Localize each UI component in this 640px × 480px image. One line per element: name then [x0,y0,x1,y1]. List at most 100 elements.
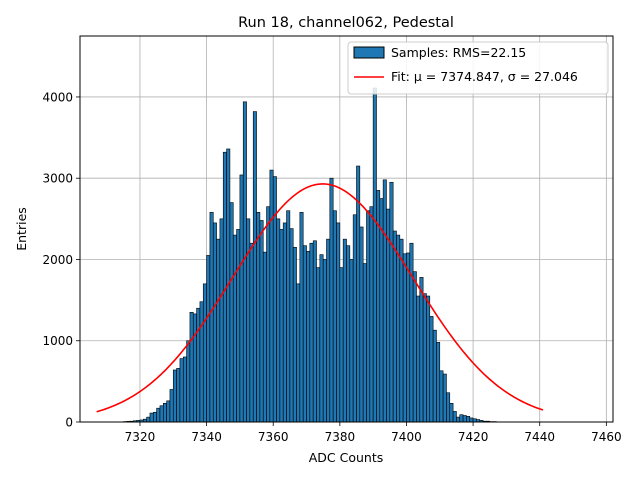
legend-label-fit: Fit: μ = 7374.847, σ = 27.046 [391,69,578,84]
histogram-bar [249,242,254,423]
histogram-bar [219,218,224,423]
histogram-bar [229,202,234,423]
histogram-bar [209,212,214,423]
histogram-bar [186,340,191,423]
histogram-bar [189,311,194,423]
legend: Samples: RMS=22.15 Fit: μ = 7374.847, σ … [347,41,609,95]
histogram-bar [439,370,444,423]
y-tick-label: 4000 [42,90,73,104]
x-tick-label: 7380 [325,430,356,444]
histogram-bar [452,411,457,423]
histogram-bar [446,392,451,423]
histogram-bar [212,222,217,423]
x-tick-label: 7400 [391,430,422,444]
histogram-bar [202,283,207,423]
histogram-bar [236,229,241,423]
histogram-bar [302,245,307,423]
histogram-bar [259,220,264,423]
histogram-bar [289,228,294,423]
histogram-bar [362,263,367,423]
histogram-bar [329,177,334,423]
y-tick-label: 2000 [42,253,73,267]
x-axis-ticks: 7320 7340 7360 7380 7400 7420 7440 7460 [125,422,622,444]
histogram-bar [206,255,211,423]
histogram-bar [416,295,421,423]
histogram-bar [199,301,204,423]
histogram-bar [369,206,374,423]
histogram-bar [246,218,251,423]
histogram-bar [346,245,351,423]
histogram-bar [349,259,354,423]
histogram-bar [306,251,311,423]
histogram-bar [196,307,201,423]
histogram-bar [432,329,437,423]
plot-frame [79,35,614,423]
y-tick-label: 3000 [42,172,73,186]
histogram-bar [436,342,441,423]
histogram-bar [429,316,434,423]
histogram-bar [256,212,261,423]
histogram-bar [469,417,474,423]
histogram-bar [292,246,297,423]
histogram-bar [462,415,467,423]
histogram-bar [232,234,237,423]
histogram-bar [149,412,154,423]
histogram-bar [326,238,331,423]
histogram-bar [442,373,447,423]
histogram-bar [399,238,404,423]
x-tick-label: 7420 [458,430,489,444]
histogram-bar [182,356,187,423]
histogram-bar [192,313,197,423]
histogram-bar [316,267,321,423]
histogram-bar [166,400,171,423]
histogram-bar [382,179,387,423]
histogram-bar [282,222,287,423]
histogram-bar [279,229,284,423]
histogram-bar [406,252,411,423]
histogram-bar [409,242,414,423]
histogram-bar [319,254,324,423]
histogram-bar [459,414,464,423]
histogram-bar [412,271,417,423]
histogram-bar [339,267,344,423]
y-axis-label: Entries [14,207,29,251]
fit-curve-group [96,183,544,413]
y-tick-label: 0 [65,415,73,429]
chart-title: Run 18, channel062, Pedestal [238,15,454,31]
histogram-bar [179,358,184,423]
histogram-bar [449,403,454,423]
histogram-bar [392,230,397,423]
histogram-bar [332,210,337,423]
x-axis-label: ADC Counts [309,450,384,465]
histogram-bar [342,238,347,423]
legend-label-samples: Samples: RMS=22.15 [391,45,526,60]
histogram-bar [172,369,177,423]
histogram-bar [266,206,271,423]
x-tick-label: 7460 [591,430,622,444]
histogram-bar [239,174,244,423]
histogram-bar [312,240,317,423]
x-tick-label: 7340 [191,430,222,444]
histogram-bar [422,293,427,423]
histogram-bar [466,416,471,423]
histogram-bar [359,226,364,423]
histogram-bar [176,368,181,423]
histogram-bar [322,259,327,423]
histogram-bar [286,210,291,423]
histogram-bar [152,411,157,423]
histogram-bar [372,87,377,423]
histogram-bar [159,405,164,423]
histogram-bar [402,253,407,423]
y-axis-ticks: 0 1000 2000 3000 4000 [42,90,80,429]
gaussian-fit-curve [96,183,544,413]
histogram-bar [242,101,247,423]
y-tick-label: 1000 [42,334,73,348]
histogram-bar [396,234,401,423]
x-tick-label: 7360 [258,430,289,444]
histogram-bar [269,169,274,423]
histogram-bar [296,283,301,423]
histogram-bar [352,214,357,423]
histogram-bar [156,407,161,423]
histogram-bar [456,416,461,423]
